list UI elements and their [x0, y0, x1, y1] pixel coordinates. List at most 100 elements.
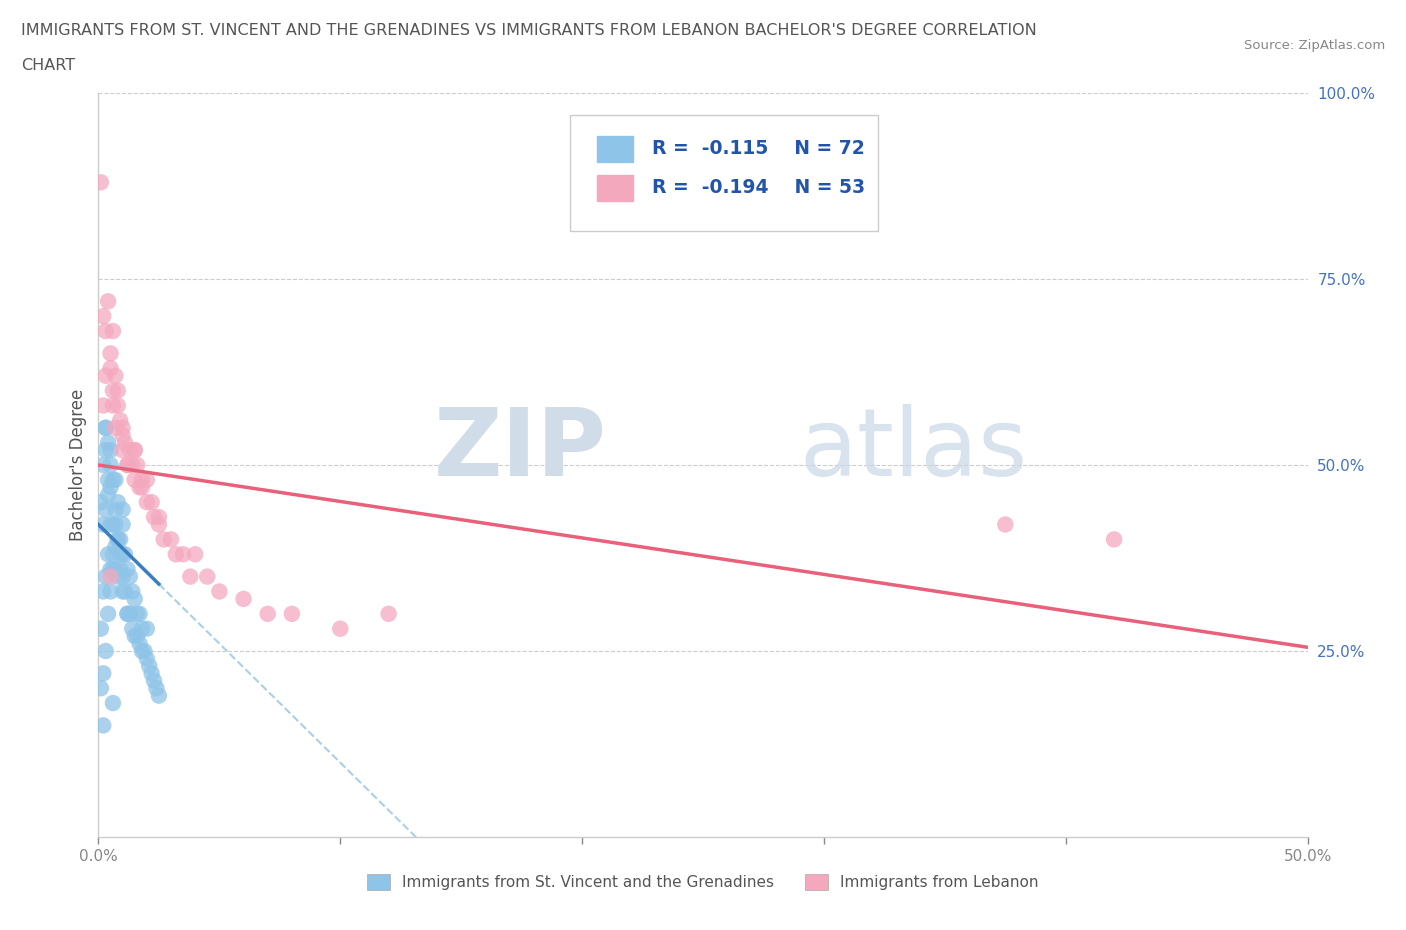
- Point: [107, 383, 129, 398]
- Point: [108, 562, 131, 577]
- Point: [135, 651, 157, 666]
- Point: [94, 420, 117, 435]
- Point: [121, 458, 143, 472]
- Point: [111, 443, 134, 458]
- Point: [108, 547, 131, 562]
- Point: [91, 517, 114, 532]
- Point: [107, 532, 129, 547]
- Point: [148, 688, 170, 703]
- Point: [256, 606, 278, 621]
- Point: [107, 569, 129, 584]
- Point: [135, 621, 157, 636]
- Point: [101, 472, 124, 487]
- Point: [100, 361, 122, 376]
- Point: [101, 383, 124, 398]
- Point: [124, 443, 146, 458]
- Point: [143, 673, 166, 688]
- Point: [111, 584, 134, 599]
- Text: atlas: atlas: [800, 405, 1028, 496]
- Point: [165, 547, 187, 562]
- Point: [108, 532, 131, 547]
- Point: [91, 398, 114, 413]
- Point: [97, 435, 120, 450]
- Point: [91, 718, 114, 733]
- Point: [97, 294, 120, 309]
- Point: [90, 621, 112, 636]
- Point: [121, 584, 143, 599]
- Point: [104, 472, 127, 487]
- Point: [104, 420, 127, 435]
- Bar: [596, 175, 633, 201]
- Point: [111, 547, 134, 562]
- Point: [124, 472, 146, 487]
- Point: [111, 502, 134, 517]
- Point: [141, 666, 163, 681]
- Point: [208, 584, 231, 599]
- Point: [135, 472, 157, 487]
- Point: [124, 629, 146, 644]
- Point: [128, 636, 150, 651]
- Point: [101, 562, 124, 577]
- Point: [111, 569, 134, 584]
- Point: [104, 539, 127, 554]
- Point: [101, 696, 124, 711]
- Y-axis label: Bachelor's Degree: Bachelor's Degree: [69, 389, 87, 541]
- Point: [118, 569, 141, 584]
- Point: [94, 644, 117, 658]
- Point: [131, 644, 153, 658]
- Point: [195, 569, 218, 584]
- Point: [94, 324, 117, 339]
- Text: R =  -0.194    N = 53: R = -0.194 N = 53: [652, 178, 865, 197]
- Point: [135, 495, 157, 510]
- Point: [117, 562, 139, 577]
- Point: [104, 562, 127, 577]
- Point: [101, 547, 124, 562]
- Point: [124, 443, 146, 458]
- Point: [100, 569, 122, 584]
- Point: [127, 606, 149, 621]
- Point: [131, 472, 153, 487]
- Point: [141, 495, 163, 510]
- Point: [107, 398, 129, 413]
- Text: CHART: CHART: [21, 58, 75, 73]
- Point: [118, 443, 141, 458]
- Point: [143, 510, 166, 525]
- Point: [128, 606, 150, 621]
- Point: [1102, 532, 1125, 547]
- Point: [100, 443, 122, 458]
- Legend: Immigrants from St. Vincent and the Grenadines, Immigrants from Lebanon: Immigrants from St. Vincent and the Gren…: [361, 868, 1045, 897]
- Point: [90, 495, 112, 510]
- Point: [117, 458, 139, 472]
- Point: [232, 591, 254, 606]
- Point: [114, 547, 136, 562]
- Point: [111, 420, 134, 435]
- Point: [91, 309, 114, 324]
- Point: [90, 681, 112, 696]
- Point: [131, 621, 153, 636]
- Point: [994, 517, 1017, 532]
- Point: [100, 458, 122, 472]
- Point: [117, 606, 139, 621]
- Point: [114, 435, 136, 450]
- Point: [124, 591, 146, 606]
- Point: [179, 569, 201, 584]
- Point: [107, 532, 129, 547]
- Point: [127, 458, 149, 472]
- Point: [101, 324, 124, 339]
- Point: [101, 398, 124, 413]
- Point: [128, 480, 150, 495]
- Point: [117, 606, 139, 621]
- Point: [121, 621, 143, 636]
- Point: [134, 644, 156, 658]
- Point: [104, 502, 127, 517]
- Point: [184, 547, 207, 562]
- Point: [172, 547, 194, 562]
- Point: [100, 562, 122, 577]
- Point: [97, 487, 120, 502]
- Point: [104, 368, 127, 383]
- Point: [111, 428, 134, 443]
- Point: [97, 472, 120, 487]
- Point: [148, 510, 170, 525]
- Point: [100, 584, 122, 599]
- Point: [94, 368, 117, 383]
